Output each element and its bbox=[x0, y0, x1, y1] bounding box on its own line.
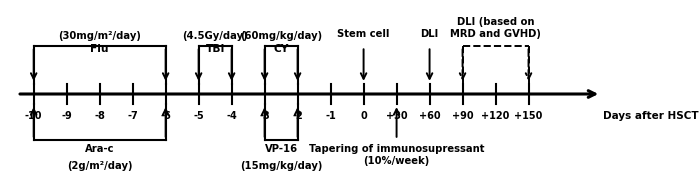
Text: -10: -10 bbox=[25, 111, 43, 121]
Text: (4.5Gy/day): (4.5Gy/day) bbox=[182, 31, 248, 41]
Text: (60mg/kg/day): (60mg/kg/day) bbox=[240, 31, 322, 41]
Text: Tapering of immunosupressant
(10%/week): Tapering of immunosupressant (10%/week) bbox=[309, 144, 484, 166]
Text: TBI: TBI bbox=[205, 44, 225, 54]
Text: Ara-c: Ara-c bbox=[85, 144, 114, 154]
Text: Stem cell: Stem cell bbox=[337, 29, 390, 39]
Text: +120: +120 bbox=[482, 111, 510, 121]
Text: -5: -5 bbox=[193, 111, 204, 121]
Text: -9: -9 bbox=[62, 111, 72, 121]
Text: CY: CY bbox=[274, 44, 289, 54]
Text: +60: +60 bbox=[419, 111, 440, 121]
Text: +30: +30 bbox=[386, 111, 407, 121]
Text: (2g/m²/day): (2g/m²/day) bbox=[67, 161, 132, 171]
Text: +90: +90 bbox=[452, 111, 473, 121]
Text: -4: -4 bbox=[226, 111, 237, 121]
Text: -1: -1 bbox=[326, 111, 336, 121]
Text: -3: -3 bbox=[259, 111, 270, 121]
Text: -7: -7 bbox=[127, 111, 138, 121]
Text: Days after HSCT: Days after HSCT bbox=[603, 111, 699, 121]
Text: DLI: DLI bbox=[421, 29, 439, 39]
Text: VP-16: VP-16 bbox=[265, 144, 298, 154]
Text: -6: -6 bbox=[160, 111, 171, 121]
Text: 0: 0 bbox=[360, 111, 367, 121]
Text: -2: -2 bbox=[292, 111, 303, 121]
Text: DLI (based on
MRD and GVHD): DLI (based on MRD and GVHD) bbox=[450, 17, 541, 39]
Text: +150: +150 bbox=[514, 111, 542, 121]
Text: Flu: Flu bbox=[90, 44, 109, 54]
Text: (15mg/kg/day): (15mg/kg/day) bbox=[240, 161, 322, 171]
Text: (30mg/m²/day): (30mg/m²/day) bbox=[58, 31, 141, 41]
Text: -8: -8 bbox=[94, 111, 105, 121]
